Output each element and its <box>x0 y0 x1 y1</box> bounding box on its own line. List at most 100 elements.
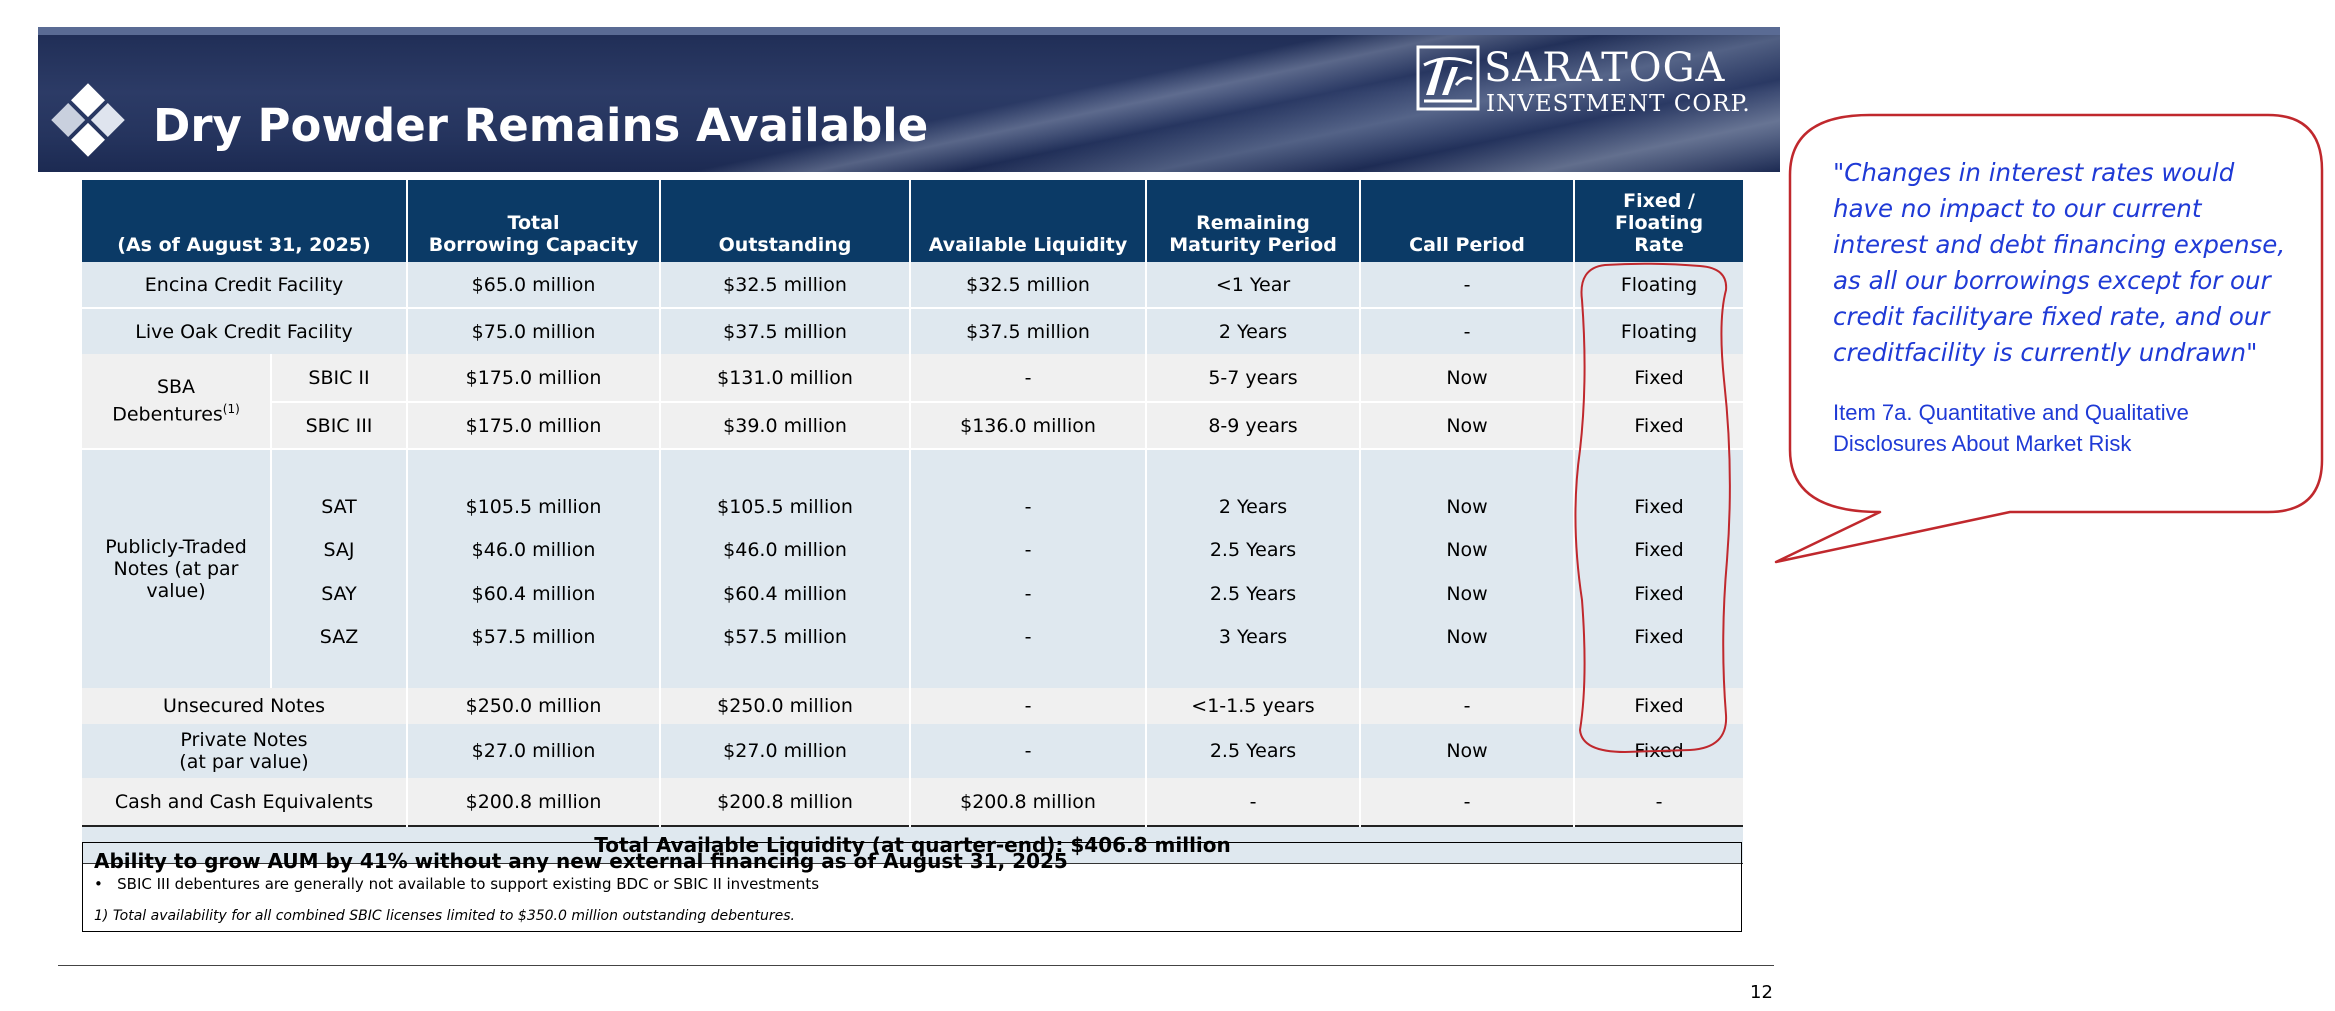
cell-available: $200.8 million <box>910 778 1148 826</box>
row-label: Encina Credit Facility <box>82 262 409 309</box>
bullet-icon: • <box>94 875 118 893</box>
cell-rate: Fixed <box>1574 354 1746 403</box>
cell-outstanding: $200.8 million <box>660 778 912 826</box>
header-total-capacity: Total Borrowing Capacity <box>407 180 662 262</box>
private-label-line2: (at par value) <box>179 751 309 773</box>
cell-call: - <box>1360 688 1576 724</box>
cell-available: - <box>910 572 1148 616</box>
cell-available: - <box>910 354 1148 403</box>
row-label: Private Notes (at par value) <box>82 724 409 778</box>
row-label: Unsecured Notes <box>82 688 409 724</box>
cell-available: - <box>910 688 1148 724</box>
cell-outstanding: $32.5 million <box>660 262 912 309</box>
table-row-sat: Publicly-Traded Notes (at par value) SAT… <box>82 449 1746 688</box>
table-row-encina: Encina Credit Facility $65.0 million $32… <box>82 262 1746 309</box>
cell-outstanding: $57.5 million <box>660 616 912 688</box>
sba-line2: Debentures <box>112 403 223 426</box>
diamond-logo-icon <box>51 83 125 157</box>
table-header-row: (As of August 31, 2025) Total Borrowing C… <box>82 180 1746 262</box>
callout-quote: "Changes in interest rates would have no… <box>1833 158 2286 367</box>
cell-rate: Fixed <box>1574 402 1746 450</box>
company-brand: SARATOGA INVESTMENT CORP. <box>1416 41 1766 121</box>
sba-footnote-ref: (1) <box>222 402 240 417</box>
cell-capacity: $57.5 million <box>407 616 662 688</box>
public-line1: Publicly-Traded <box>105 536 247 558</box>
info-box: Ability to grow AUM by 41% without any n… <box>82 842 1742 932</box>
header-rate-line1: Fixed / <box>1623 190 1695 212</box>
footnote: 1) Total availability for all combined S… <box>94 908 795 924</box>
header-remaining-line2: Maturity Period <box>1169 234 1337 256</box>
table-row-liveoak: Live Oak Credit Facility $75.0 million $… <box>82 308 1746 354</box>
row-label: SBIC III <box>271 402 409 450</box>
cell-maturity: <1 Year <box>1146 262 1362 309</box>
cell-call: - <box>1360 262 1576 309</box>
table-row-unsecured: Unsecured Notes $250.0 million $250.0 mi… <box>82 688 1746 724</box>
cell-rate: - <box>1574 778 1746 826</box>
slide-title: Dry Powder Remains Available <box>153 99 929 152</box>
ability-headline: Ability to grow AUM by 41% without any n… <box>94 849 1068 873</box>
header-as-of: (As of August 31, 2025) <box>82 180 409 262</box>
header-rate: Fixed / Floating Rate <box>1574 180 1746 262</box>
cell-call: - <box>1360 778 1576 826</box>
cell-rate: Fixed <box>1574 616 1746 688</box>
header-rate-line2: Floating <box>1614 212 1704 234</box>
cell-call: Now <box>1360 724 1576 778</box>
header-available: Available Liquidity <box>910 180 1148 262</box>
cell-outstanding: $27.0 million <box>660 724 912 778</box>
brand-name: SARATOGA <box>1484 45 1726 91</box>
cell-outstanding: $131.0 million <box>660 354 912 403</box>
cell-capacity: $75.0 million <box>407 308 662 354</box>
cell-maturity: 2 Years <box>1146 449 1362 528</box>
liquidity-table: (As of August 31, 2025) Total Borrowing C… <box>82 180 1746 864</box>
cell-call: Now <box>1360 449 1576 528</box>
cell-maturity: 5-7 years <box>1146 354 1362 403</box>
cell-call: Now <box>1360 572 1576 616</box>
cell-available: - <box>910 528 1148 572</box>
cell-rate: Floating <box>1574 262 1746 309</box>
cell-rate: Fixed <box>1574 528 1746 572</box>
cell-call: Now <box>1360 402 1576 450</box>
table-row-saz: SAZ $57.5 million $57.5 million - 3 Year… <box>82 616 1746 688</box>
table-row-saj: SAJ $46.0 million $46.0 million - 2.5 Ye… <box>82 528 1746 572</box>
group-label-public-notes: Publicly-Traded Notes (at par value) <box>82 449 272 688</box>
cell-maturity: 2.5 Years <box>1146 724 1362 778</box>
table-row-cash: Cash and Cash Equivalents $200.8 million… <box>82 778 1746 826</box>
cell-available: $136.0 million <box>910 402 1148 450</box>
cell-capacity: $46.0 million <box>407 528 662 572</box>
cell-capacity: $250.0 million <box>407 688 662 724</box>
cell-maturity: 3 Years <box>1146 616 1362 688</box>
total-liquidity: Total Available Liquidity (at quarter-en… <box>82 825 1746 864</box>
page-number: 12 <box>1750 982 1773 1003</box>
public-line2: Notes (at par <box>113 558 239 580</box>
row-label: SAY <box>271 572 409 616</box>
row-label: SBIC II <box>271 354 409 403</box>
brand-subtitle: INVESTMENT CORP. <box>1486 91 1751 117</box>
header-outstanding: Outstanding <box>660 180 912 262</box>
cell-capacity: $175.0 million <box>407 402 662 450</box>
row-label: Live Oak Credit Facility <box>82 308 409 354</box>
group-label-sba: SBA Debentures(1) <box>82 354 272 450</box>
cell-maturity: - <box>1146 778 1362 826</box>
cell-available: $37.5 million <box>910 308 1148 354</box>
cell-outstanding: $250.0 million <box>660 688 912 724</box>
row-label: Cash and Cash Equivalents <box>82 778 409 826</box>
cell-call: Now <box>1360 616 1576 688</box>
cell-outstanding: $39.0 million <box>660 402 912 450</box>
callout-reference: Item 7a. Quantitative and Qualitative Di… <box>1833 400 2189 456</box>
private-label-line1: Private Notes <box>180 729 308 751</box>
cell-rate: Floating <box>1574 308 1746 354</box>
cell-maturity: 2.5 Years <box>1146 572 1362 616</box>
header-total-capacity-line1: Total <box>507 212 560 234</box>
cell-maturity: <1-1.5 years <box>1146 688 1362 724</box>
row-label: SAZ <box>271 616 409 688</box>
cell-available: - <box>910 616 1148 688</box>
cell-available: $32.5 million <box>910 262 1148 309</box>
cell-outstanding: $105.5 million <box>660 449 912 528</box>
table-row-private: Private Notes (at par value) $27.0 millio… <box>82 724 1746 778</box>
cell-call: Now <box>1360 354 1576 403</box>
cell-outstanding: $60.4 million <box>660 572 912 616</box>
header-remaining-line1: Remaining <box>1196 212 1310 234</box>
cell-maturity: 2.5 Years <box>1146 528 1362 572</box>
public-line3: value) <box>146 580 206 602</box>
cell-call: Now <box>1360 528 1576 572</box>
